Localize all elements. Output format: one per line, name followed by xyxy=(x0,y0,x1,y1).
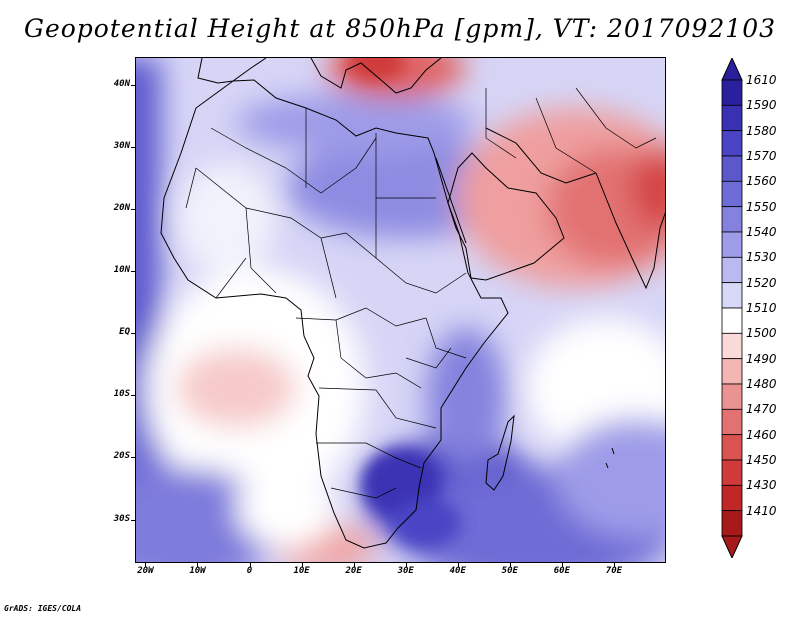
colorbar-segment xyxy=(721,408,743,436)
colorbar-label: 1550 xyxy=(746,199,777,214)
colorbar-segment xyxy=(721,383,743,410)
x-tick-label: 40E xyxy=(449,566,466,576)
colorbar-segment xyxy=(721,332,743,360)
colorbar-segment xyxy=(721,206,743,233)
x-tick-label: 50E xyxy=(501,566,518,576)
y-tick-label: 30N xyxy=(113,141,130,152)
colorbar-segment xyxy=(721,282,743,309)
x-tick-mark xyxy=(353,563,355,567)
colorbar-label: 1470 xyxy=(746,402,777,417)
colorbar-segment xyxy=(721,155,743,182)
y-tick-mark xyxy=(131,395,135,397)
colorbar-top-arrow xyxy=(721,58,743,81)
colorbar-segment xyxy=(721,307,743,334)
y-tick-mark xyxy=(131,209,135,211)
x-tick-mark xyxy=(457,563,459,567)
height-anomaly-field xyxy=(136,58,665,562)
colorbar-label: 1570 xyxy=(746,149,777,163)
colorbar-label: 1500 xyxy=(746,326,777,341)
x-tick-mark xyxy=(509,563,511,567)
x-tick-mark xyxy=(197,563,199,567)
colorbar-segment xyxy=(721,231,743,258)
colorbar-segment xyxy=(721,104,743,132)
y-tick-mark xyxy=(131,271,135,273)
x-tick-mark xyxy=(405,563,407,567)
colorbar-label: 1520 xyxy=(746,275,777,290)
colorbar-label: 1590 xyxy=(746,98,777,113)
x-tick-label: 10W xyxy=(189,566,206,576)
y-tick-label: 20N xyxy=(113,203,130,214)
colorbar-label: 1480 xyxy=(746,377,777,391)
y-tick-mark xyxy=(131,457,135,459)
colorbar-label: 1610 xyxy=(746,73,777,87)
y-tick-label: 10N xyxy=(113,265,130,276)
x-tick-mark xyxy=(561,563,563,567)
y-tick-label: 20S xyxy=(113,451,130,462)
colorbar xyxy=(721,58,743,558)
chart-title: Geopotential Height at 850hPa [gpm], VT:… xyxy=(23,14,777,43)
x-tick-label: 70E xyxy=(605,566,623,576)
footer-credit: GrADS: IGES/COLA xyxy=(4,604,82,613)
y-tick-mark xyxy=(131,519,135,521)
colorbar-label: 1530 xyxy=(746,250,777,265)
colorbar-label: 1460 xyxy=(746,427,777,442)
y-tick-label: 40N xyxy=(113,78,130,89)
height-anomaly-detail xyxy=(346,58,461,548)
coastlines xyxy=(160,58,665,549)
colorbar-label: 1560 xyxy=(746,174,777,189)
x-tick-label: 30E xyxy=(397,566,414,576)
colorbar-segment xyxy=(721,510,743,537)
colorbar-label: 1450 xyxy=(746,453,777,467)
map-panel xyxy=(135,57,666,563)
colorbar-segment xyxy=(721,256,743,284)
country-borders xyxy=(185,87,657,499)
colorbar-label: 1430 xyxy=(746,478,777,493)
x-tick-label: 0 xyxy=(246,566,253,576)
x-tick-label: 10E xyxy=(293,566,310,576)
colorbar-segment xyxy=(721,130,743,157)
colorbar-label: 1510 xyxy=(746,301,777,315)
colorbar-segment xyxy=(721,434,743,461)
y-tick-mark xyxy=(131,333,135,335)
y-tick-label: 30S xyxy=(113,513,130,524)
colorbar-label: 1490 xyxy=(746,351,777,366)
colorbar-segment xyxy=(721,459,743,486)
colorbar-label: 1580 xyxy=(746,123,777,138)
colorbar-bottom-arrow xyxy=(721,535,743,558)
x-tick-mark xyxy=(613,563,615,567)
x-tick-label: 20W xyxy=(137,566,154,576)
colorbar-label: 1540 xyxy=(746,225,777,239)
colorbar-segment xyxy=(721,79,743,106)
colorbar-segment xyxy=(721,484,743,512)
colorbar-label: 1410 xyxy=(746,503,777,518)
height-field-map xyxy=(136,58,665,562)
y-tick-mark xyxy=(131,84,135,86)
x-tick-label: 20E xyxy=(345,566,362,576)
y-tick-label: 10S xyxy=(113,389,130,400)
x-tick-mark xyxy=(301,563,303,567)
x-tick-label: 60E xyxy=(553,566,570,576)
x-tick-mark xyxy=(249,563,251,567)
x-tick-mark xyxy=(145,563,147,567)
colorbar-segment xyxy=(721,180,743,208)
colorbar-segment xyxy=(721,358,743,385)
y-tick-mark xyxy=(131,147,135,149)
y-tick-label: EQ xyxy=(119,327,130,338)
